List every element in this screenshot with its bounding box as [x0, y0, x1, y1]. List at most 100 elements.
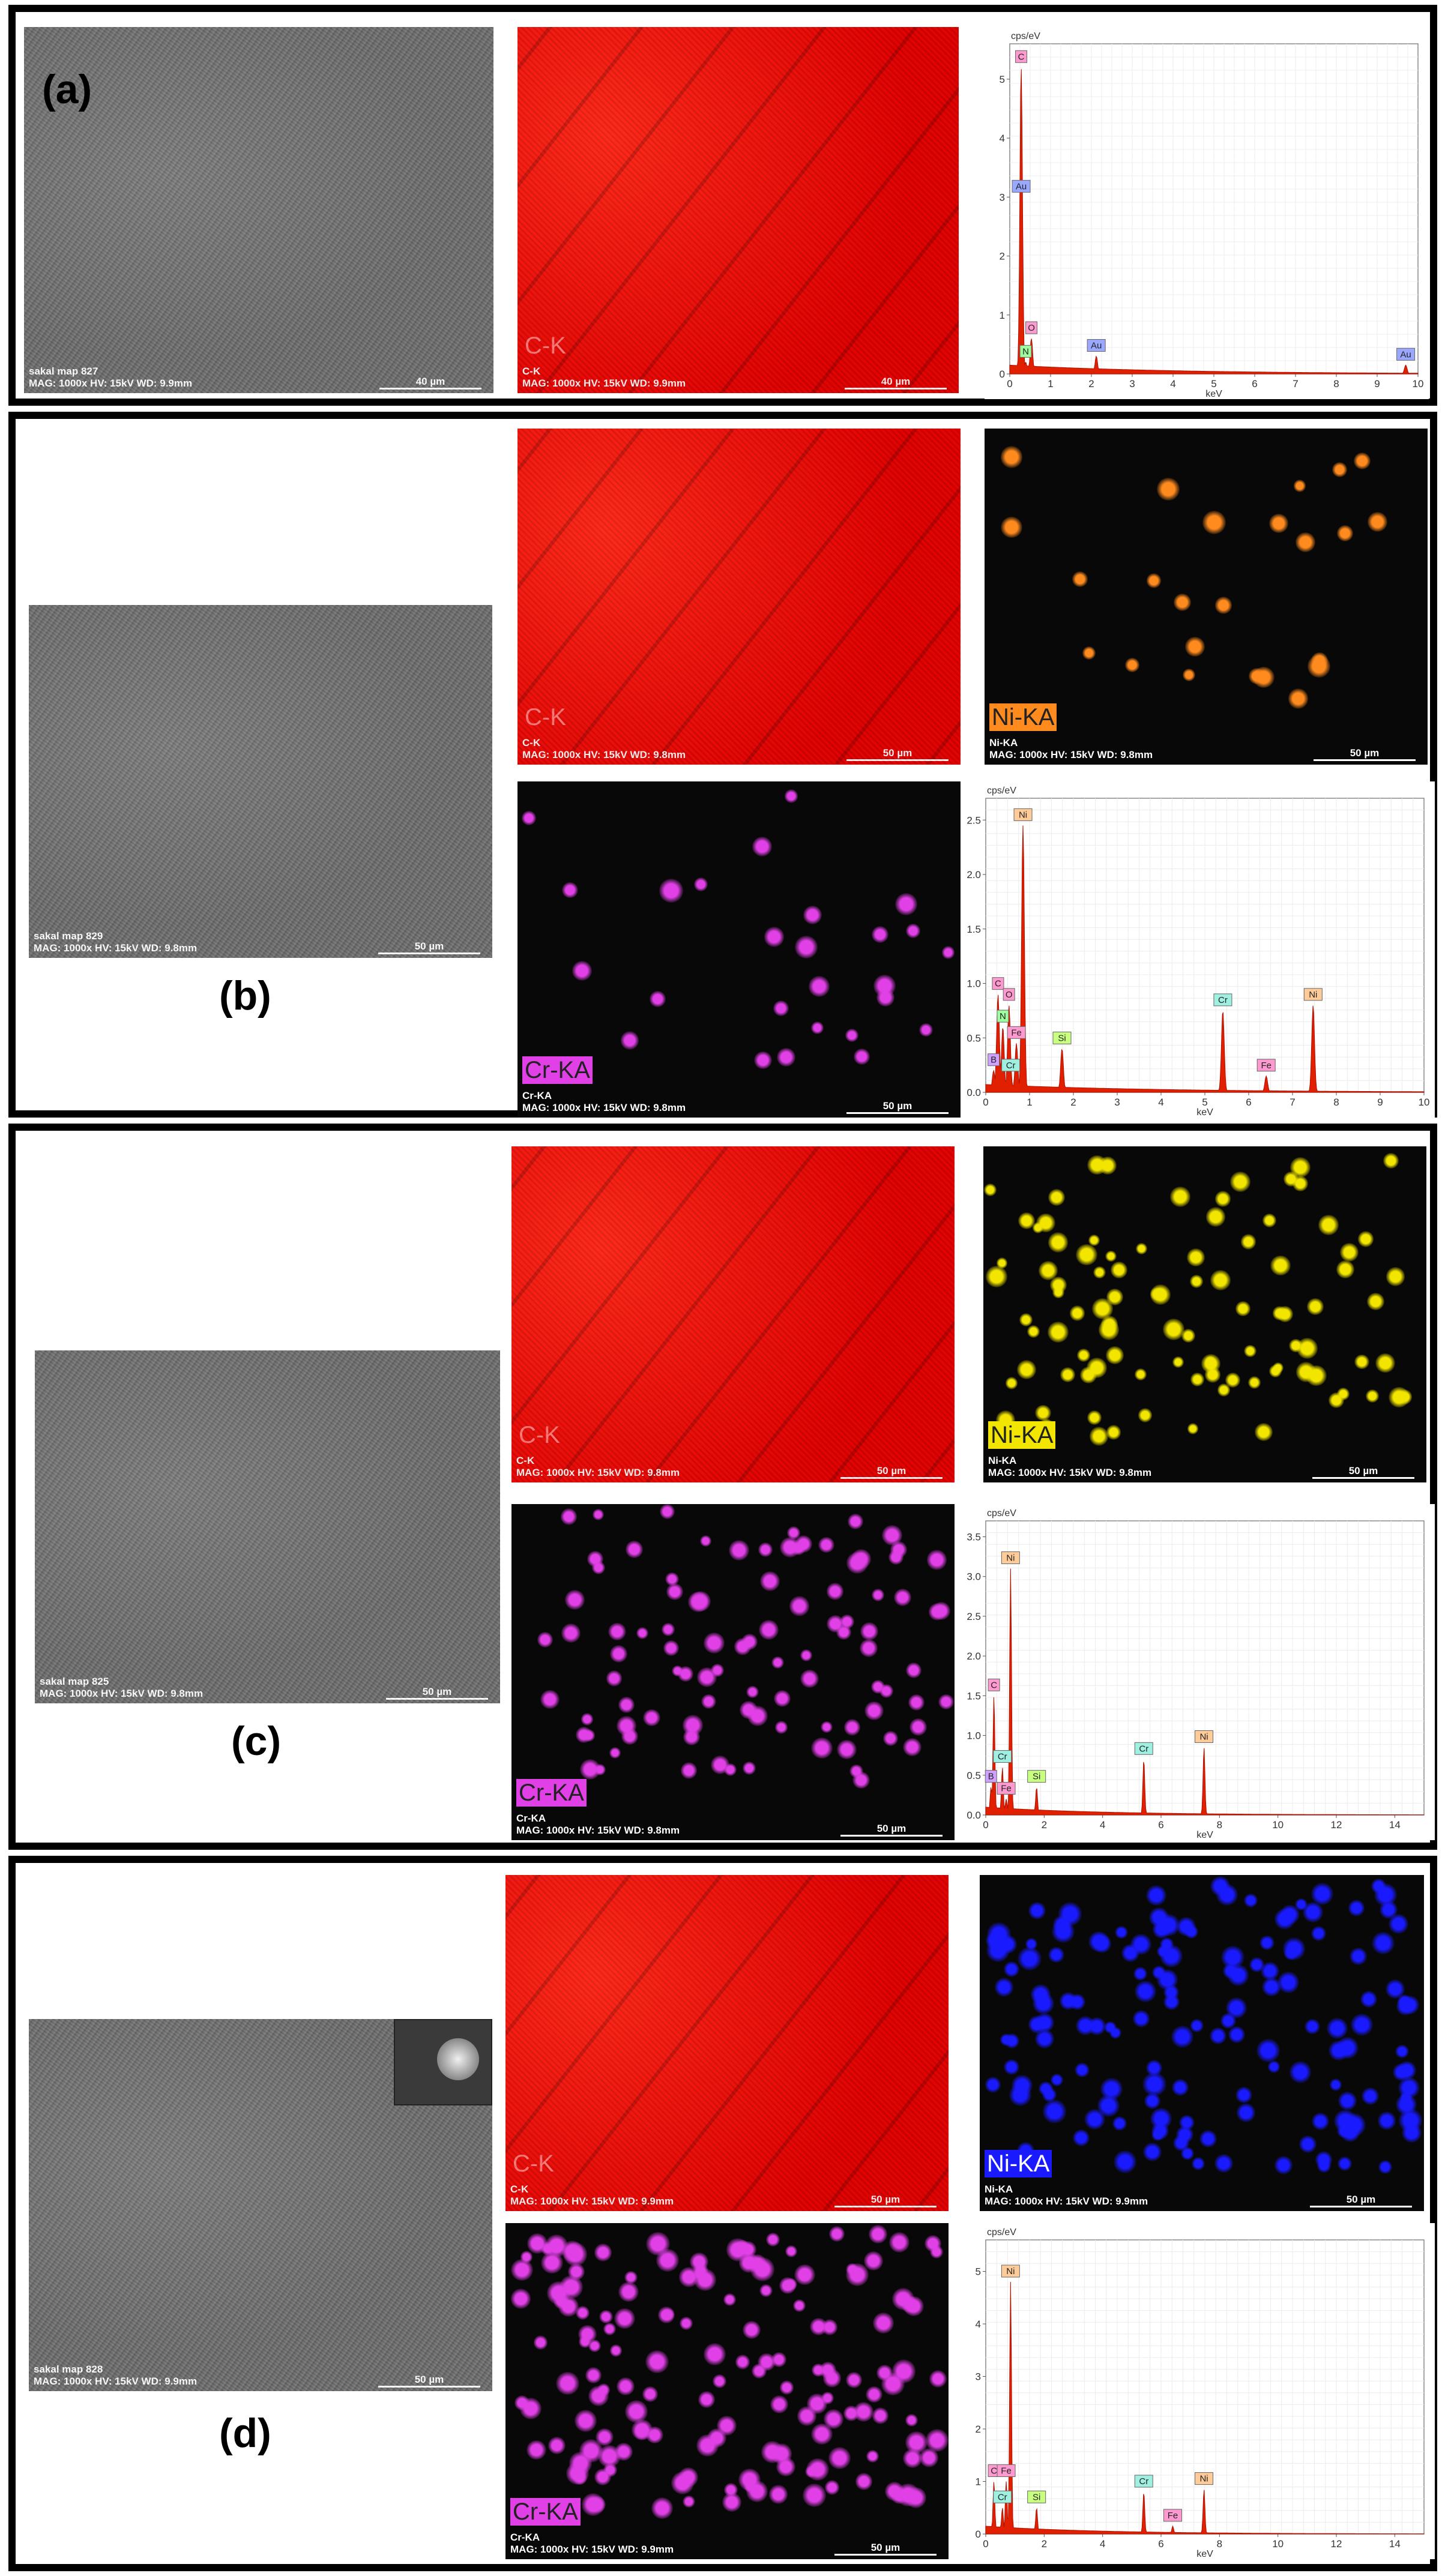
particle-dot — [711, 1756, 730, 1774]
particle-dot — [846, 2263, 858, 2276]
particle-dot — [847, 1513, 863, 1529]
y-tick-label: 1.0 — [967, 978, 981, 990]
particle-dot — [872, 926, 889, 943]
peak-label-text: Fe — [1001, 2466, 1012, 2476]
particle-dot — [656, 2249, 679, 2272]
particle-dot — [1115, 1925, 1128, 1939]
particle-dot — [1138, 1408, 1153, 1422]
peak-label: Cr — [1001, 1059, 1021, 1072]
particle-dot — [770, 2395, 788, 2413]
particle-dot — [1124, 658, 1139, 672]
particle-dot — [1267, 2060, 1280, 2073]
particle-dot — [1225, 1372, 1240, 1388]
map-a-ck: C-K C-K MAG: 1000x HV: 15kV WD: 9.9mm 40… — [517, 27, 959, 393]
peak-label: Fe — [997, 2464, 1016, 2477]
sem-params-a: MAG: 1000x HV: 15kV WD: 9.9mm — [29, 378, 193, 389]
particle-dot — [779, 2277, 796, 2294]
particle-dot — [1292, 1175, 1308, 1191]
particle-dot — [1249, 1957, 1265, 1973]
particle-dot — [1269, 514, 1288, 534]
peak-label-box — [997, 2464, 1016, 2477]
peak-label-box — [1087, 339, 1106, 352]
particle-dot — [1296, 1362, 1317, 1382]
particle-dot — [1077, 1349, 1090, 1362]
particle-dot — [986, 1266, 1007, 1287]
map-d-ni: Ni-KA Ni-KA MAG: 1000x HV: 15kV WD: 9.9m… — [980, 1875, 1424, 2211]
particle-dot — [846, 2372, 863, 2388]
particle-dot — [701, 1694, 716, 1709]
particle-dot — [1397, 2061, 1416, 2080]
particle-dot — [864, 1701, 884, 1721]
peak-label: Cr — [1213, 993, 1232, 1007]
map-c-cr: Cr-KA Cr-KA MAG: 1000x HV: 15kV WD: 9.8m… — [511, 1504, 955, 1840]
peak-label-box — [1001, 1059, 1021, 1072]
particle-dot — [1366, 1292, 1384, 1310]
peak-label-box — [1003, 988, 1015, 1001]
particle-dot — [1361, 2087, 1380, 2105]
particle-dot — [811, 1021, 824, 1034]
particle-dot — [597, 2383, 611, 2397]
particle-dot — [554, 2293, 569, 2310]
particle-dot — [650, 991, 666, 1008]
y-tick-label: 1 — [976, 2476, 981, 2488]
particle-dot — [1247, 1376, 1261, 1389]
sem-scalebar-b: 50 µm — [378, 940, 480, 954]
peak-label-box — [1012, 179, 1031, 193]
peak-label-text: Fe — [1011, 1028, 1022, 1038]
particle-dot — [826, 1583, 844, 1600]
particle-dot — [855, 2472, 873, 2490]
particle-dot — [1354, 452, 1371, 469]
particle-dot — [1163, 1319, 1185, 1341]
particle-dot — [800, 1649, 812, 1662]
particle-dot — [560, 1508, 578, 1525]
particle-dot — [1304, 2018, 1320, 2035]
particle-dot — [1192, 2157, 1205, 2171]
x-tick-label: 5 — [1211, 378, 1216, 390]
particle-dot — [872, 2407, 889, 2424]
y-tick-label: 0.5 — [967, 1770, 981, 1781]
x-axis-label: keV — [1205, 389, 1222, 399]
particle-dot — [774, 1720, 788, 1734]
peak-label: Cr — [1134, 2475, 1153, 2488]
particle-dot — [1201, 1353, 1220, 1373]
particle-dot — [1279, 1904, 1300, 1925]
particle-dot — [1289, 2060, 1312, 2083]
x-tick-label: 0 — [983, 1097, 988, 1108]
peak-label: B — [988, 1053, 1000, 1067]
particle-dot — [1317, 2158, 1331, 2173]
particle-dot — [608, 1622, 626, 1641]
particle-dot — [704, 2343, 726, 2365]
particle-dot — [852, 1771, 870, 1789]
particle-dot — [1142, 2072, 1166, 2096]
particle-dot — [828, 2446, 851, 2469]
peak-label-box — [985, 1770, 997, 1783]
y-tick-label: 4 — [1000, 133, 1005, 144]
peak-label: C — [992, 977, 1004, 990]
particle-dot — [643, 1709, 660, 1727]
particle-dot — [1209, 2027, 1226, 2045]
particle-dot — [1182, 668, 1196, 682]
particle-dot — [868, 2224, 888, 2244]
particle-dot — [764, 926, 785, 947]
particle-dot — [728, 1539, 750, 1560]
particle-dot — [1150, 1287, 1164, 1301]
peak-label-box — [997, 1010, 1009, 1023]
peak-label-box — [1134, 2475, 1153, 2488]
panel-label-a: (a) — [42, 67, 92, 112]
particle-dot — [1048, 1946, 1064, 1963]
y-unit-label: cps/eV — [987, 786, 1016, 796]
particle-dot — [657, 2307, 675, 2323]
particle-dot — [1181, 1328, 1195, 1343]
particle-dot — [614, 2443, 633, 2461]
particle-dot — [1351, 2014, 1374, 2036]
particle-dot — [811, 2424, 833, 2445]
particle-dot — [864, 2251, 884, 2271]
peak-label-text: Ni — [1199, 2474, 1208, 2484]
particle-dot — [618, 2281, 639, 2302]
peak-label-box — [1195, 1730, 1214, 1743]
peak-label: Au — [1087, 339, 1106, 352]
particle-dot — [561, 882, 578, 898]
map-b-cr: Cr-KA Cr-KA MAG: 1000x HV: 15kV WD: 9.8m… — [517, 781, 961, 1118]
particle-dot — [696, 1667, 717, 1687]
sem-image-d: sakal map 828 MAG: 1000x HV: 15kV WD: 9.… — [29, 2019, 492, 2391]
